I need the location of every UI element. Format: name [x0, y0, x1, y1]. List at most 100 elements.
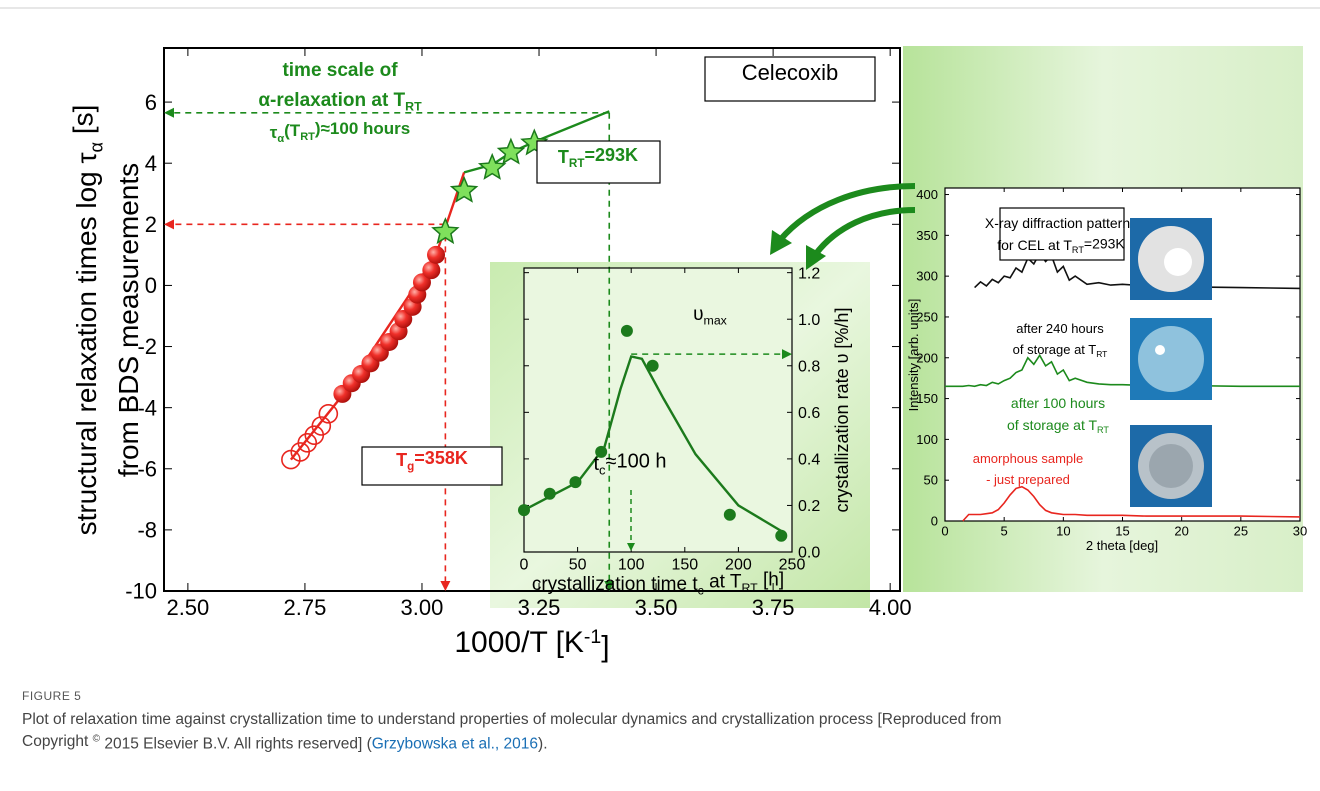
text-part: 2 theta [deg]	[1086, 538, 1158, 553]
text-part: ).	[538, 735, 547, 752]
point	[427, 246, 445, 264]
y-tick-label: 2	[145, 212, 157, 237]
point	[775, 530, 787, 542]
text-part: RT	[1097, 425, 1109, 435]
annotation: of storage at TRT	[1007, 417, 1109, 435]
y-tick-label: 0.0	[798, 545, 820, 562]
x-tick-label: 30	[1293, 523, 1307, 538]
x-tick-label: 3.50	[635, 595, 678, 620]
x-tick-label: 2.75	[284, 595, 327, 620]
y-axis-label: structural relaxation times log τα [s]	[68, 105, 107, 536]
y-tick-label: 400	[916, 187, 938, 202]
text-part: α-relaxation at T	[258, 90, 405, 111]
text-part: T	[558, 147, 569, 167]
text-part: α	[86, 142, 106, 153]
text-part: after 240 hours	[1016, 321, 1104, 336]
x-axis-label: 2 theta [deg]	[1086, 538, 1158, 553]
text-part: [h]	[758, 569, 784, 590]
text-part: structural relaxation times log τ	[71, 152, 102, 535]
annotation: α-relaxation at TRT	[258, 90, 422, 113]
y-tick-label: 50	[924, 473, 938, 488]
y-axis-label: crystallization rate υ [%/h]	[832, 308, 852, 513]
point	[422, 261, 440, 279]
sample-photo	[1130, 318, 1212, 400]
y-tick-label: 350	[916, 228, 938, 243]
text-part: of storage at T	[1013, 342, 1097, 357]
text-part: RT	[300, 131, 315, 143]
x-tick-label: 4.00	[869, 595, 912, 620]
x-tick-label: 3.75	[752, 595, 795, 620]
x-tick-label: 3.00	[401, 595, 444, 620]
annotation: after 240 hours	[1016, 321, 1104, 336]
text-part: RT	[741, 581, 758, 595]
text-part: time scale of	[282, 60, 398, 81]
text-part: g	[407, 460, 414, 473]
text-part: 2015 Elsevier B.V. All rights reserved] …	[100, 735, 373, 752]
text-part: crystallization time t	[532, 574, 698, 595]
text-part: )≈100 hours	[315, 119, 410, 138]
point	[647, 360, 659, 372]
y-tick-label: 0.4	[798, 451, 820, 468]
y-tick-label: -8	[137, 518, 157, 543]
text-part: X-ray diffraction patterns	[985, 215, 1137, 231]
text-part: Copyright	[22, 733, 93, 750]
annotation: amorphous sample	[973, 451, 1084, 466]
text-part: 1000/T [K	[454, 626, 584, 659]
y-tick-label: 6	[145, 90, 157, 115]
point	[621, 325, 633, 337]
data-line	[291, 172, 464, 459]
text-part: for CEL at T	[997, 237, 1072, 253]
figure-label: FIGURE 5	[22, 689, 81, 703]
y-axis-label: from BDS measurements	[113, 163, 144, 477]
text-part: Celecoxib	[742, 60, 839, 85]
y-tick-label: 300	[916, 269, 938, 284]
y-tick-label: 0.2	[798, 498, 820, 515]
annotation: time scale of	[282, 60, 398, 81]
x-tick-label: 150	[671, 557, 698, 574]
text-part: =358K	[414, 448, 468, 468]
y-tick-label: 100	[916, 432, 938, 447]
text-part: ≈100 h	[606, 451, 667, 473]
text-part: =293K	[1084, 235, 1126, 251]
y-tick-label: 0.6	[798, 405, 820, 422]
annotation: - just prepared	[986, 472, 1070, 487]
text-part: max	[704, 313, 728, 327]
point	[569, 476, 581, 488]
annotation: τα(TRT)≈100 hours	[270, 119, 410, 145]
x-tick-label: 0	[520, 557, 529, 574]
point	[724, 509, 736, 521]
x-tick-label: 0	[941, 523, 948, 538]
x-tick-label: 3.25	[518, 595, 561, 620]
text-part: Plot of relaxation time against crystall…	[22, 711, 1002, 728]
text-part: ]	[601, 631, 609, 664]
arrow-head	[440, 581, 450, 591]
text-part: Intensity [arb. units]	[906, 299, 921, 412]
text-part: [s]	[68, 105, 99, 142]
y-tick-label: 1.0	[798, 312, 820, 329]
x-tick-label: 2.50	[166, 595, 209, 620]
y-axis-label: Intensity [arb. units]	[906, 299, 921, 412]
text-part: RT	[405, 99, 422, 113]
citation-link[interactable]: Grzybowska et al., 2016	[372, 735, 538, 752]
sample-photo	[1130, 425, 1212, 507]
inset-plot-bg	[524, 268, 792, 552]
y-tick-label: 1.2	[798, 265, 820, 282]
text-part: =293K	[585, 145, 639, 165]
y-tick-label: 4	[145, 151, 157, 176]
sample-photo	[1130, 218, 1212, 300]
annotation: Celecoxib	[742, 60, 839, 85]
point	[518, 504, 530, 516]
y-tick-label: 0	[145, 273, 157, 298]
x-tick-label: 50	[569, 557, 587, 574]
arrow-head	[164, 108, 174, 118]
x-tick-label: 5	[1001, 523, 1008, 538]
text-part: amorphous sample	[973, 451, 1084, 466]
x-tick-label: 100	[618, 557, 645, 574]
x-tick-label: 20	[1174, 523, 1188, 538]
annotation: after 100 hours	[1011, 395, 1105, 411]
x-axis-label: 1000/T [K-1]	[454, 626, 609, 664]
y-tick-label: 0	[931, 514, 938, 529]
text-part: crystallization rate υ [%/h]	[832, 308, 852, 513]
figure: 2.502.753.003.253.503.754.006420-2-4-6-8…	[0, 0, 1320, 791]
text-part: after 100 hours	[1011, 395, 1105, 411]
